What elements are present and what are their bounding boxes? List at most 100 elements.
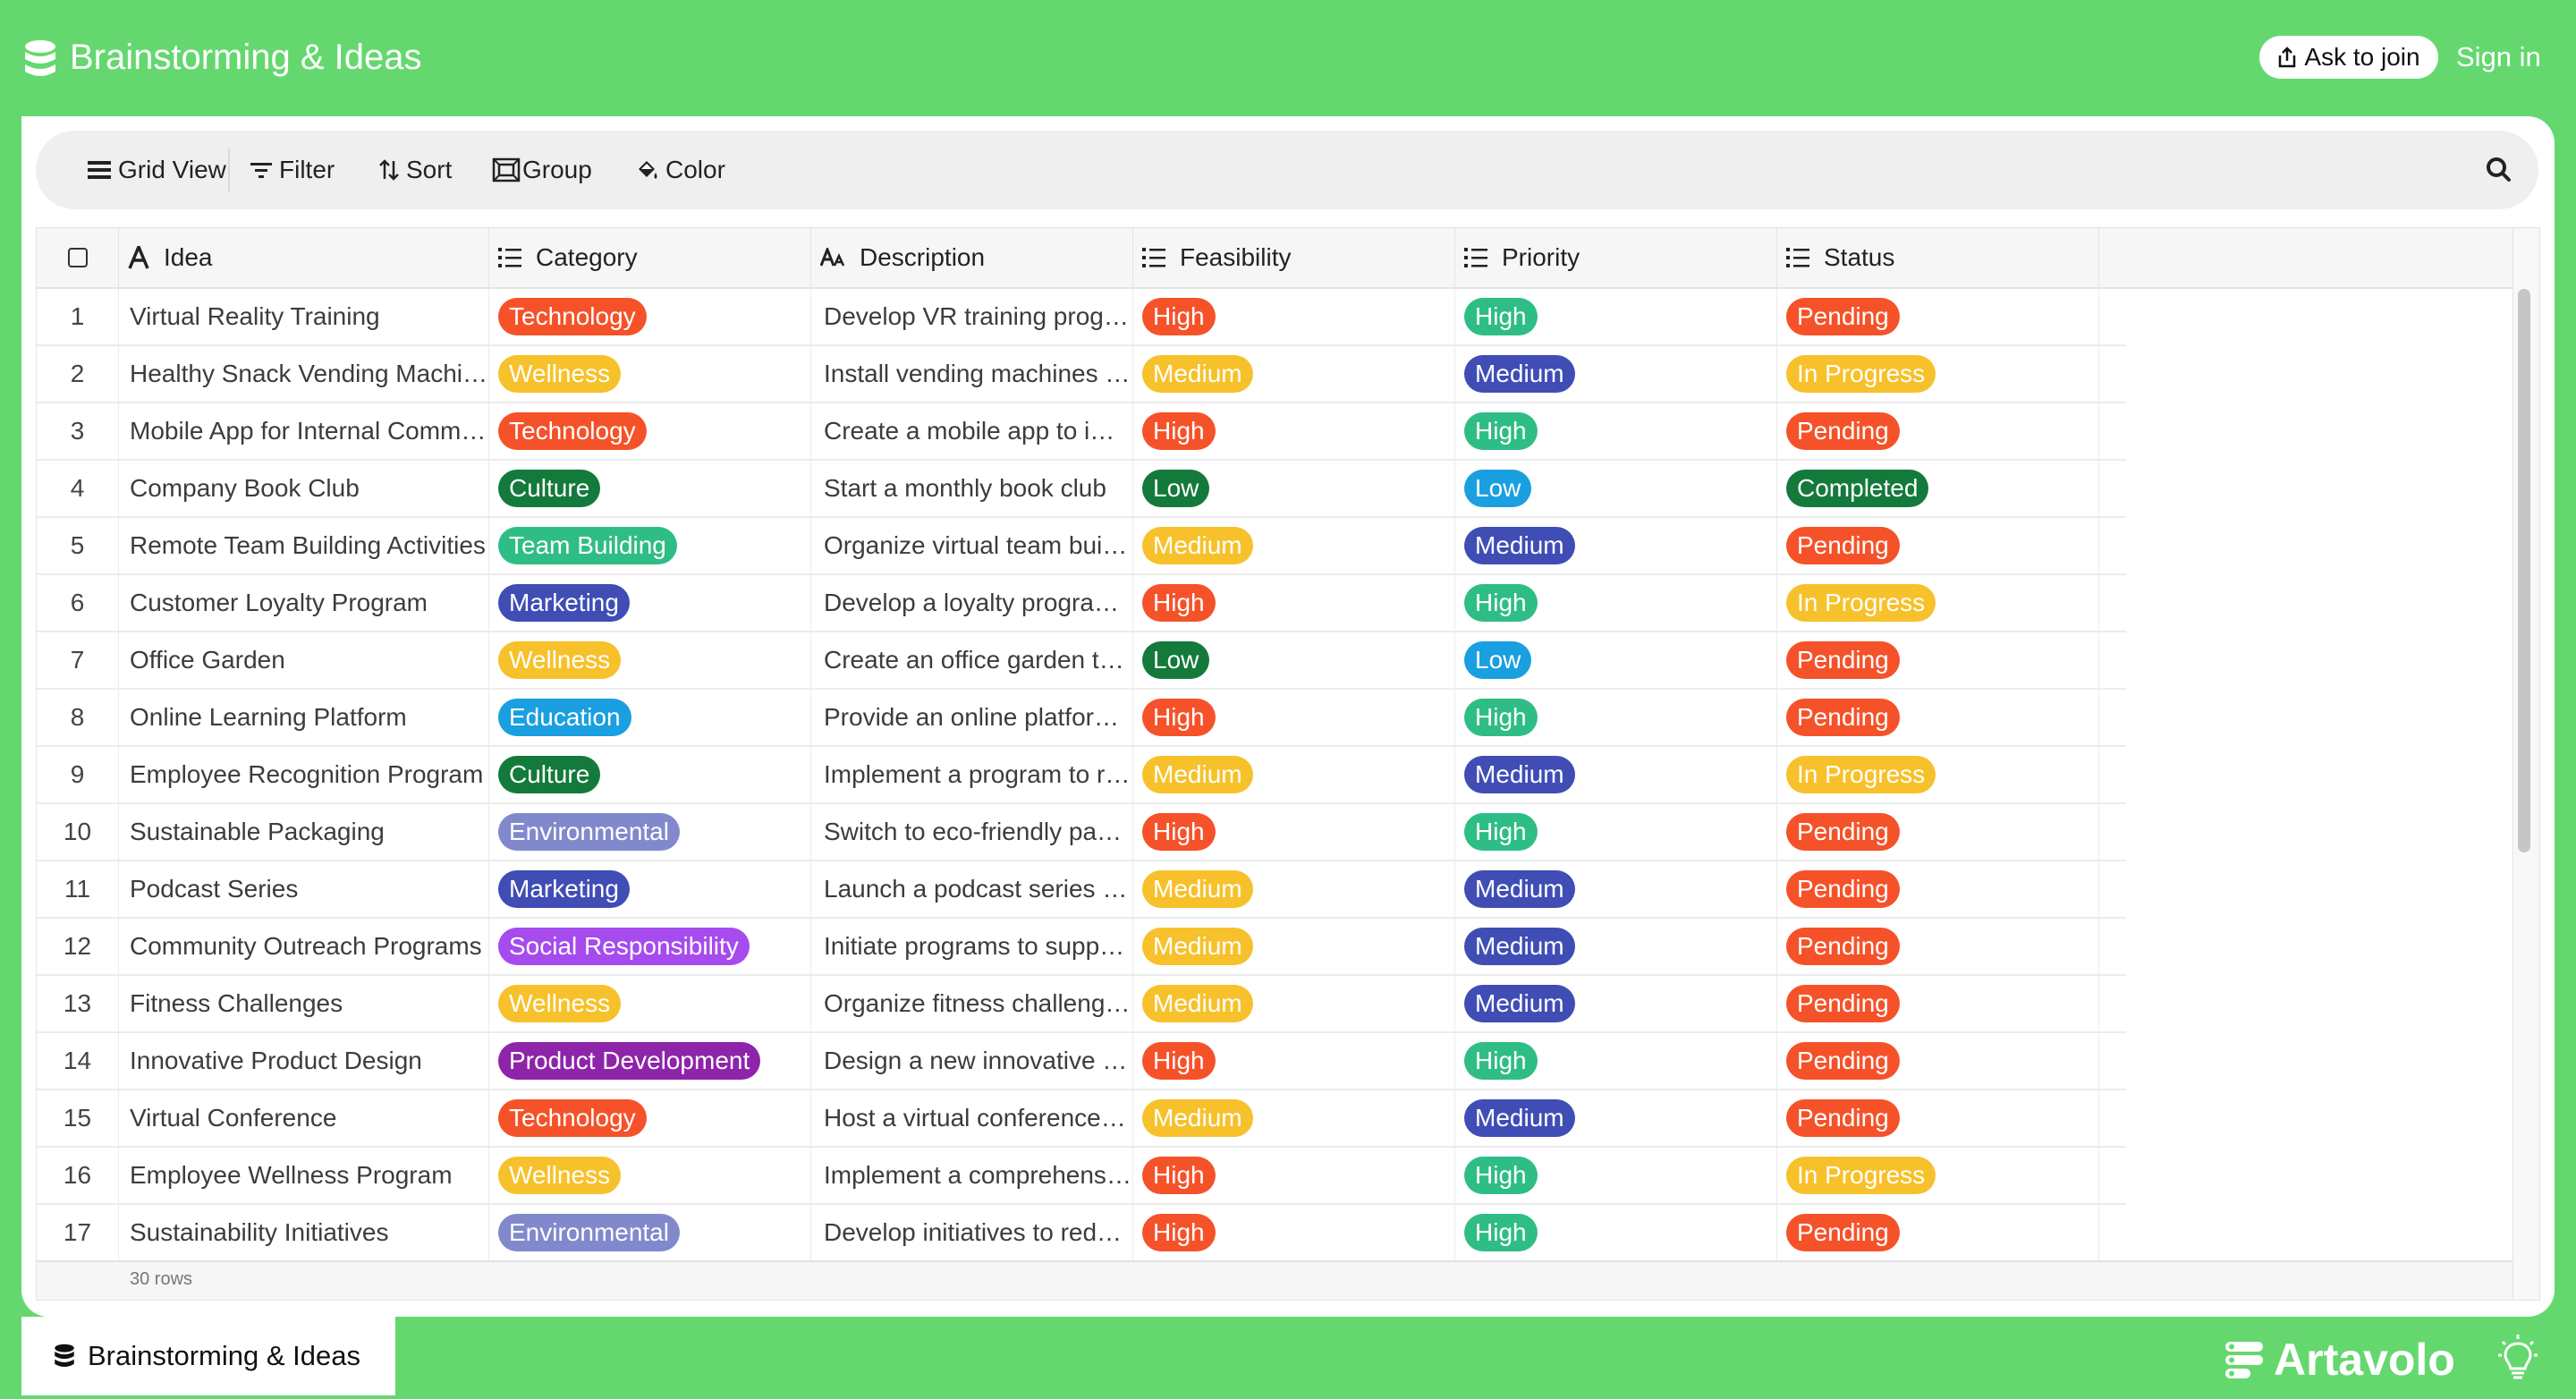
status-cell[interactable]: Pending [1777, 861, 2099, 917]
feasibility-cell[interactable]: Low [1133, 461, 1455, 516]
description-cell[interactable]: Create a mobile app to improve communica… [811, 403, 1133, 459]
description-cell[interactable]: Implement a comprehensive wellness progr… [811, 1148, 1133, 1203]
idea-cell[interactable]: Fitness Challenges [119, 976, 489, 1031]
status-cell[interactable]: In Progress [1777, 747, 2099, 802]
description-cell[interactable]: Launch a podcast series about the indust… [811, 861, 1133, 917]
table-row[interactable]: 12 Community Outreach Programs Social Resp… [37, 919, 2126, 976]
idea-cell[interactable]: Office Garden [119, 632, 489, 688]
priority-cell[interactable]: Medium [1455, 1090, 1777, 1146]
table-row[interactable]: 14 Innovative Product Design Product Devel… [37, 1033, 2126, 1090]
status-cell[interactable]: Pending [1777, 1205, 2099, 1260]
feasibility-cell[interactable]: Medium [1133, 747, 1455, 802]
feasibility-cell[interactable]: Medium [1133, 518, 1455, 573]
description-cell[interactable]: Start a monthly book club [811, 461, 1133, 516]
status-cell[interactable]: Pending [1777, 1033, 2099, 1089]
description-cell[interactable]: Host a virtual conference for the indust… [811, 1090, 1133, 1146]
group-button[interactable]: Group [492, 131, 592, 209]
priority-cell[interactable]: High [1455, 690, 1777, 745]
feasibility-cell[interactable]: High [1133, 804, 1455, 860]
priority-cell[interactable]: Medium [1455, 346, 1777, 402]
table-row[interactable]: 11 Podcast Series Marketing Launch a podcas… [37, 861, 2126, 919]
category-cell[interactable]: Product Development [489, 1033, 811, 1089]
description-cell[interactable]: Provide an online platform for courses [811, 690, 1133, 745]
category-cell[interactable]: Social Responsibility [489, 919, 811, 974]
priority-cell[interactable]: High [1455, 1033, 1777, 1089]
status-cell[interactable]: Pending [1777, 632, 2099, 688]
priority-cell[interactable]: Medium [1455, 976, 1777, 1031]
idea-cell[interactable]: Sustainable Packaging [119, 804, 489, 860]
column-header-feasibility[interactable]: Feasibility [1133, 228, 1455, 287]
category-cell[interactable]: Team Building [489, 518, 811, 573]
idea-cell[interactable]: Online Learning Platform [119, 690, 489, 745]
column-header-idea[interactable]: Idea [119, 228, 489, 287]
column-header-priority[interactable]: Priority [1455, 228, 1777, 287]
status-cell[interactable]: In Progress [1777, 346, 2099, 402]
idea-cell[interactable]: Virtual Conference [119, 1090, 489, 1146]
vertical-scrollbar-thumb[interactable] [2518, 289, 2530, 852]
description-cell[interactable]: Organize fitness challenges for employee… [811, 976, 1133, 1031]
idea-cell[interactable]: Mobile App for Internal Communication [119, 403, 489, 459]
priority-cell[interactable]: Medium [1455, 919, 1777, 974]
feasibility-cell[interactable]: Medium [1133, 861, 1455, 917]
feasibility-cell[interactable]: High [1133, 575, 1455, 631]
category-cell[interactable]: Education [489, 690, 811, 745]
color-button[interactable]: Color [635, 131, 725, 209]
table-row[interactable]: 10 Sustainable Packaging Environmental Swit… [37, 804, 2126, 861]
feasibility-cell[interactable]: Medium [1133, 919, 1455, 974]
description-cell[interactable]: Implement a program to recognize employe… [811, 747, 1133, 802]
ask-to-join-button[interactable]: Ask to join [2259, 36, 2438, 79]
table-row[interactable]: 16 Employee Wellness Program Wellness Imple… [37, 1148, 2126, 1205]
table-row[interactable]: 5 Remote Team Building Activities Team Bui… [37, 518, 2126, 575]
table-row[interactable]: 7 Office Garden Wellness Create an office g… [37, 632, 2126, 690]
idea-cell[interactable]: Sustainability Initiatives [119, 1205, 489, 1260]
priority-cell[interactable]: Low [1455, 632, 1777, 688]
feasibility-cell[interactable]: High [1133, 1205, 1455, 1260]
status-cell[interactable]: Pending [1777, 919, 2099, 974]
sheet-tab-brainstorming[interactable]: Brainstorming & Ideas [21, 1317, 395, 1395]
category-cell[interactable]: Wellness [489, 976, 811, 1031]
category-cell[interactable]: Technology [489, 289, 811, 344]
idea-cell[interactable]: Community Outreach Programs [119, 919, 489, 974]
feasibility-cell[interactable]: High [1133, 690, 1455, 745]
feasibility-cell[interactable]: Medium [1133, 976, 1455, 1031]
table-row[interactable]: 6 Customer Loyalty Program Marketing Develo… [37, 575, 2126, 632]
status-cell[interactable]: Pending [1777, 1090, 2099, 1146]
table-row[interactable]: 9 Employee Recognition Program Culture Impl… [37, 747, 2126, 804]
priority-cell[interactable]: High [1455, 575, 1777, 631]
table-row[interactable]: 4 Company Book Club Culture Start a monthly… [37, 461, 2126, 518]
category-cell[interactable]: Wellness [489, 346, 811, 402]
feasibility-cell[interactable]: High [1133, 403, 1455, 459]
category-cell[interactable]: Environmental [489, 804, 811, 860]
category-cell[interactable]: Culture [489, 461, 811, 516]
priority-cell[interactable]: Low [1455, 461, 1777, 516]
priority-cell[interactable]: High [1455, 403, 1777, 459]
sign-in-link[interactable]: Sign in [2456, 41, 2541, 72]
idea-cell[interactable]: Innovative Product Design [119, 1033, 489, 1089]
feasibility-cell[interactable]: High [1133, 289, 1455, 344]
category-cell[interactable]: Marketing [489, 861, 811, 917]
feasibility-cell[interactable]: Low [1133, 632, 1455, 688]
idea-cell[interactable]: Healthy Snack Vending Machines [119, 346, 489, 402]
category-cell[interactable]: Technology [489, 1090, 811, 1146]
table-row[interactable]: 15 Virtual Conference Technology Host a vir… [37, 1090, 2126, 1148]
category-cell[interactable]: Technology [489, 403, 811, 459]
description-cell[interactable]: Switch to eco-friendly packaging [811, 804, 1133, 860]
feasibility-cell[interactable]: High [1133, 1033, 1455, 1089]
priority-cell[interactable]: Medium [1455, 861, 1777, 917]
idea-cell[interactable]: Employee Recognition Program [119, 747, 489, 802]
search-icon[interactable] [2481, 152, 2517, 188]
description-cell[interactable]: Develop a loyalty program for customers [811, 575, 1133, 631]
status-cell[interactable]: Completed [1777, 461, 2099, 516]
status-cell[interactable]: In Progress [1777, 1148, 2099, 1203]
filter-button[interactable]: Filter [250, 131, 335, 209]
status-cell[interactable]: Pending [1777, 289, 2099, 344]
idea-cell[interactable]: Virtual Reality Training [119, 289, 489, 344]
description-cell[interactable]: Develop initiatives to reduce waste [811, 1205, 1133, 1260]
category-cell[interactable]: Environmental [489, 1205, 811, 1260]
feasibility-cell[interactable]: High [1133, 1148, 1455, 1203]
priority-cell[interactable]: High [1455, 1148, 1777, 1203]
idea-cell[interactable]: Customer Loyalty Program [119, 575, 489, 631]
grid-view-button[interactable]: Grid View [88, 131, 226, 209]
table-row[interactable]: 17 Sustainability Initiatives Environmenta… [37, 1205, 2126, 1262]
status-cell[interactable]: Pending [1777, 804, 2099, 860]
